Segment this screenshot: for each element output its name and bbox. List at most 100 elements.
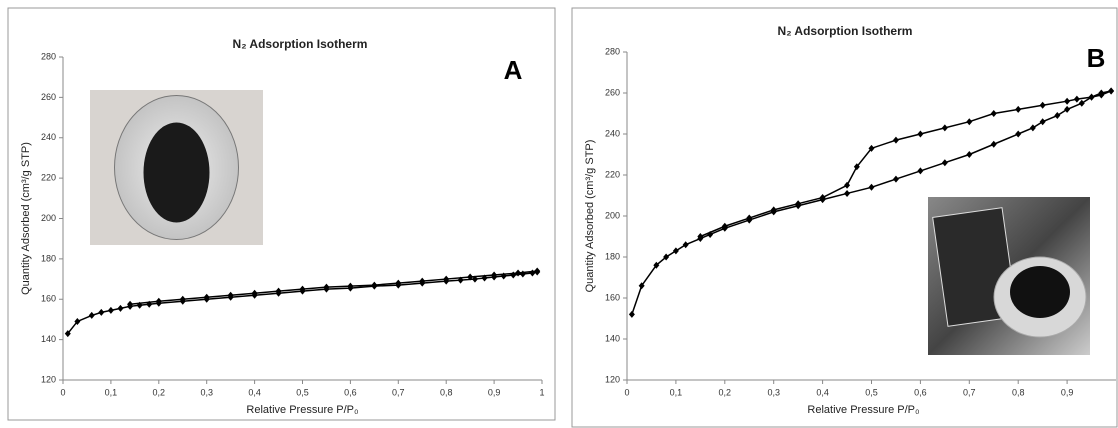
data-point bbox=[638, 282, 645, 290]
data-point bbox=[419, 277, 426, 285]
x-tick-label: 0,4 bbox=[816, 387, 829, 397]
data-point bbox=[88, 311, 95, 319]
x-tick-label: 0,4 bbox=[248, 387, 261, 397]
y-tick-label: 260 bbox=[605, 87, 620, 97]
y-tick-label: 120 bbox=[605, 374, 620, 384]
data-point bbox=[746, 214, 753, 222]
y-axis-label: Quantity Adsorbed (cm³/g STP) bbox=[584, 140, 596, 293]
chart-title: N₂ Adsorption Isotherm bbox=[778, 24, 913, 38]
data-point bbox=[203, 293, 210, 301]
data-point bbox=[844, 181, 851, 189]
y-tick-label: 220 bbox=[41, 173, 56, 183]
data-point bbox=[371, 281, 378, 289]
data-point bbox=[491, 271, 498, 279]
data-point bbox=[534, 267, 541, 275]
data-point bbox=[64, 330, 71, 338]
x-tick-label: 0,9 bbox=[1061, 387, 1074, 397]
data-point bbox=[682, 241, 689, 249]
data-point bbox=[917, 167, 924, 175]
data-point bbox=[990, 110, 997, 117]
data-point bbox=[127, 300, 134, 308]
x-tick-label: 0,5 bbox=[296, 387, 309, 397]
photo-powder bbox=[1010, 266, 1070, 318]
y-tick-label: 120 bbox=[41, 374, 56, 384]
data-point bbox=[892, 175, 899, 183]
x-tick-label: 0,8 bbox=[440, 387, 453, 397]
y-tick-label: 180 bbox=[41, 253, 56, 263]
x-tick-label: 0,3 bbox=[767, 387, 780, 397]
data-point bbox=[770, 206, 777, 214]
y-tick-label: 200 bbox=[41, 213, 56, 223]
data-point bbox=[1015, 130, 1022, 138]
data-point bbox=[98, 308, 105, 316]
data-point bbox=[1078, 99, 1085, 107]
data-point bbox=[1108, 87, 1115, 95]
data-point bbox=[467, 273, 474, 281]
x-axis-label: Relative Pressure P/P₀ bbox=[807, 404, 919, 416]
data-point bbox=[628, 310, 635, 318]
data-point bbox=[107, 306, 114, 314]
x-tick-label: 1 bbox=[539, 387, 544, 397]
data-point bbox=[663, 253, 670, 261]
data-point bbox=[1015, 105, 1022, 113]
data-point bbox=[721, 222, 728, 230]
x-tick-label: 0,8 bbox=[1012, 387, 1025, 397]
data-point bbox=[1073, 95, 1080, 103]
data-point bbox=[299, 285, 306, 293]
data-point bbox=[1064, 105, 1071, 113]
x-tick-label: 0,2 bbox=[719, 387, 732, 397]
data-point bbox=[868, 144, 875, 152]
photo-powder bbox=[143, 122, 210, 223]
y-tick-label: 280 bbox=[605, 46, 620, 56]
data-point bbox=[323, 283, 330, 291]
data-point bbox=[892, 136, 899, 144]
data-point bbox=[844, 189, 851, 197]
data-point bbox=[1039, 101, 1046, 109]
x-axis-label: Relative Pressure P/P₀ bbox=[246, 404, 358, 416]
data-point bbox=[917, 130, 924, 138]
data-point bbox=[443, 275, 450, 283]
data-point bbox=[1029, 124, 1036, 132]
x-tick-label: 0,1 bbox=[670, 387, 683, 397]
y-tick-label: 260 bbox=[41, 92, 56, 102]
y-axis-label: Quantity Adsorbed (cm³/g STP) bbox=[20, 142, 32, 295]
y-tick-label: 240 bbox=[41, 132, 56, 142]
data-point bbox=[1054, 112, 1061, 120]
y-tick-label: 180 bbox=[605, 251, 620, 261]
data-point bbox=[347, 282, 354, 290]
data-point bbox=[1064, 97, 1071, 105]
data-point bbox=[819, 194, 826, 202]
x-tick-label: 0,9 bbox=[488, 387, 501, 397]
y-tick-label: 140 bbox=[41, 334, 56, 344]
y-tick-label: 140 bbox=[605, 333, 620, 343]
data-point bbox=[966, 151, 973, 158]
y-tick-label: 240 bbox=[605, 128, 620, 138]
x-tick-label: 0,6 bbox=[914, 387, 927, 397]
x-tick-label: 0,7 bbox=[963, 387, 976, 397]
series-line bbox=[129, 270, 538, 306]
x-tick-label: 0,5 bbox=[865, 387, 878, 397]
y-tick-label: 280 bbox=[41, 51, 56, 61]
data-point bbox=[868, 183, 875, 191]
data-point bbox=[1039, 118, 1046, 126]
x-tick-label: 0,7 bbox=[392, 387, 405, 397]
data-point bbox=[941, 159, 948, 167]
y-tick-label: 160 bbox=[605, 292, 620, 302]
data-point bbox=[1088, 93, 1095, 101]
x-tick-label: 0,6 bbox=[344, 387, 357, 397]
data-point bbox=[227, 291, 234, 299]
data-point bbox=[74, 317, 81, 325]
data-point bbox=[795, 200, 802, 208]
data-point bbox=[653, 261, 660, 269]
data-point bbox=[697, 233, 704, 240]
data-point bbox=[672, 247, 679, 255]
data-point bbox=[275, 287, 282, 295]
data-point bbox=[853, 163, 860, 171]
data-point bbox=[990, 140, 997, 148]
x-tick-label: 0 bbox=[60, 387, 65, 397]
y-tick-label: 220 bbox=[605, 169, 620, 179]
x-tick-label: 0,3 bbox=[200, 387, 213, 397]
panel-label: B bbox=[1087, 43, 1106, 73]
data-point bbox=[515, 269, 522, 277]
